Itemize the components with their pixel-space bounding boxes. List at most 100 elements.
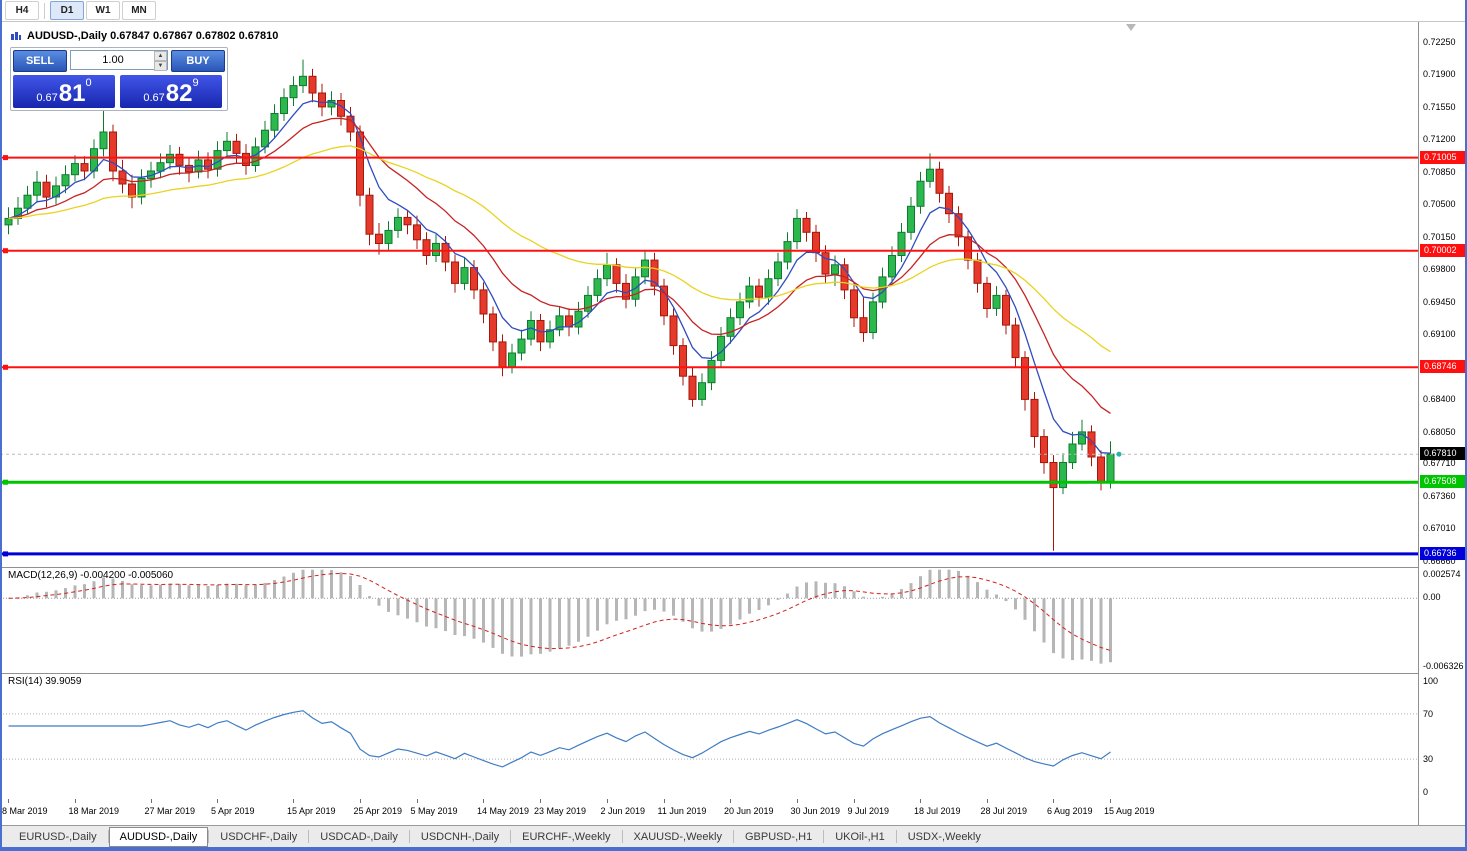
time-axis-date-label: 5 Apr 2019 — [211, 806, 255, 816]
bottom-tab-audusd-daily[interactable]: AUDUSD-,Daily — [108, 826, 209, 847]
time-axis-date-label: 18 Jul 2019 — [914, 806, 961, 816]
chart-title: AUDUSD-,Daily 0.67847 0.67867 0.67802 0.… — [10, 30, 278, 42]
price-scale-label: 0.72250 — [1423, 36, 1456, 47]
bottom-tab-xauusd-weekly[interactable]: XAUUSD-,Weekly — [633, 830, 722, 843]
hline-price-badge: 0.66736 — [1420, 546, 1466, 560]
time-axis-tick — [359, 799, 361, 803]
rsi-scale-label: 0 — [1423, 787, 1429, 797]
time-axis-tick — [663, 799, 665, 803]
line-anchor-handle[interactable] — [3, 155, 8, 161]
time-axis[interactable]: 8 Mar 2019 18 Mar 2019 27 Mar 2019 5 Apr 20… — [0, 799, 1418, 825]
bottom-tab-usdcnh-daily[interactable]: USDCNH-,Daily — [420, 830, 500, 843]
bottom-tab-usdx-weekly[interactable]: USDX-,Weekly — [907, 830, 981, 843]
bottom-tab-eurchf-weekly[interactable]: EURCHF-,Weekly — [522, 830, 611, 843]
medium-ma-line — [8, 117, 1111, 414]
tab-separator — [895, 830, 897, 843]
bottom-tab-usdcad-daily[interactable]: USDCAD-,Daily — [320, 830, 398, 843]
bottom-tab-ukoil-h1[interactable]: UKOil-,H1 — [835, 830, 885, 843]
time-axis-date-label: 8 Mar 2019 — [2, 806, 48, 816]
panel-separator[interactable] — [0, 567, 1467, 568]
time-axis-date-label: 2 Jun 2019 — [600, 806, 646, 816]
time-axis-tick — [1053, 799, 1054, 803]
sell-price-pip-digit: 0 — [85, 77, 92, 89]
time-axis-tick — [796, 799, 798, 803]
line-anchor-handle[interactable] — [3, 364, 8, 370]
time-axis-tick — [853, 799, 855, 803]
price-chart-canvas[interactable] — [0, 22, 1418, 567]
tab-separator — [510, 830, 512, 843]
window-frame — [1465, 0, 1467, 851]
tab-separator — [107, 830, 109, 843]
fast-ma-line — [8, 100, 1111, 454]
time-axis-tick — [8, 799, 9, 803]
buy-price-display[interactable]: 0.67 82 9 — [120, 75, 222, 108]
sell-price-display[interactable]: 0.67 81 0 — [13, 75, 115, 108]
time-axis-date-label: 14 May 2019 — [477, 806, 530, 816]
time-axis-date-label: 9 Jul 2019 — [847, 806, 890, 816]
timeframe-button-mn[interactable]: MN — [122, 1, 156, 20]
time-axis-date-label: 5 May 2019 — [410, 806, 458, 816]
tab-separator — [308, 830, 310, 843]
time-axis-date-label: 25 Apr 2019 — [353, 806, 403, 816]
timeframe-toolbar: H4 D1 W1 MN — [0, 0, 1467, 22]
volume-decrease-button[interactable]: ▼ — [154, 61, 167, 71]
price-scale-label: 0.66660 — [1423, 555, 1456, 566]
panel-separator[interactable] — [0, 673, 1467, 674]
timeframe-button-h4[interactable]: H4 — [5, 1, 39, 20]
volume-increase-button[interactable]: ▲ — [154, 51, 167, 61]
timeframe-button-d1[interactable]: D1 — [50, 1, 84, 20]
time-axis-tick — [483, 799, 484, 803]
price-scale-label: 0.70500 — [1423, 199, 1456, 210]
timeframe-button-w1[interactable]: W1 — [86, 1, 120, 20]
sell-trade-arrow-icon — [1088, 440, 1094, 447]
macd-signal-line — [8, 572, 1111, 651]
buy-button[interactable]: BUY — [171, 50, 225, 72]
time-axis-tick — [986, 799, 988, 803]
time-axis-tick — [1110, 799, 1111, 803]
hline-price-badge: 0.71005 — [1420, 150, 1466, 164]
buy-price-pip-digit: 9 — [192, 77, 199, 89]
time-axis-tick — [150, 799, 152, 803]
rsi-line — [8, 710, 1111, 768]
sell-button[interactable]: SELL — [13, 50, 67, 72]
candles — [4, 59, 1115, 551]
tab-separator — [408, 830, 410, 843]
bottom-tab-usdchf-daily[interactable]: USDCHF-,Daily — [220, 830, 298, 843]
hline-price-badge: 0.70002 — [1420, 243, 1466, 257]
rsi-scale-label: 30 — [1423, 754, 1434, 765]
time-axis-date-label: 23 May 2019 — [534, 806, 587, 816]
price-scale-label: 0.71900 — [1423, 69, 1456, 80]
rsi-panel-canvas[interactable] — [0, 674, 1418, 799]
rsi-scale-label: 100 — [1423, 676, 1439, 686]
tab-separator — [732, 830, 734, 843]
price-scale-label: 0.71550 — [1423, 101, 1456, 112]
price-scale-label: 0.67360 — [1423, 490, 1456, 501]
one-click-trading-panel[interactable]: SELL ▲ ▼ BUY 0.67 81 0 0.67 82 9 — [10, 47, 228, 111]
volume-input[interactable] — [70, 50, 168, 70]
time-axis-tick — [540, 799, 541, 803]
hline-price-badge: 0.68746 — [1420, 360, 1466, 374]
tab-separator — [208, 830, 210, 843]
price-scale[interactable]: 0.72250 0.71900 0.71550 0.71200 0.70850 0.705… — [1418, 22, 1467, 825]
price-scale-label: 0.70850 — [1423, 166, 1456, 177]
macd-histogram — [16, 569, 1112, 664]
bottom-tab-eurusd-daily[interactable]: EURUSD-,Daily — [19, 830, 97, 843]
line-anchor-handle[interactable] — [3, 248, 8, 254]
rsi-label: RSI(14) 39.9059 — [8, 676, 82, 687]
volume-spinner[interactable]: ▲ ▼ — [70, 50, 168, 71]
line-anchor-handle[interactable] — [3, 551, 8, 557]
time-axis-tick — [416, 799, 418, 803]
tab-separator — [621, 830, 623, 843]
chart-tab-bar: EURUSD-,Daily AUDUSD-,Daily USDCHF-,Daily U… — [0, 825, 1467, 847]
rsi-scale-label: 70 — [1423, 708, 1434, 719]
buy-price-prefix: 0.67 — [143, 92, 165, 104]
line-anchor-handle[interactable] — [3, 479, 8, 485]
time-axis-date-label: 15 Apr 2019 — [287, 806, 336, 816]
time-axis-date-label: 30 Jun 2019 — [790, 806, 841, 816]
chart-title-text: AUDUSD-,Daily 0.67847 0.67867 0.67802 0.… — [27, 30, 279, 42]
buy-price-big-digits: 82 — [165, 80, 193, 107]
bottom-tab-gbpusd-h1[interactable]: GBPUSD-,H1 — [744, 830, 813, 843]
window-frame — [0, 847, 1467, 851]
macd-panel-canvas[interactable] — [0, 568, 1418, 673]
